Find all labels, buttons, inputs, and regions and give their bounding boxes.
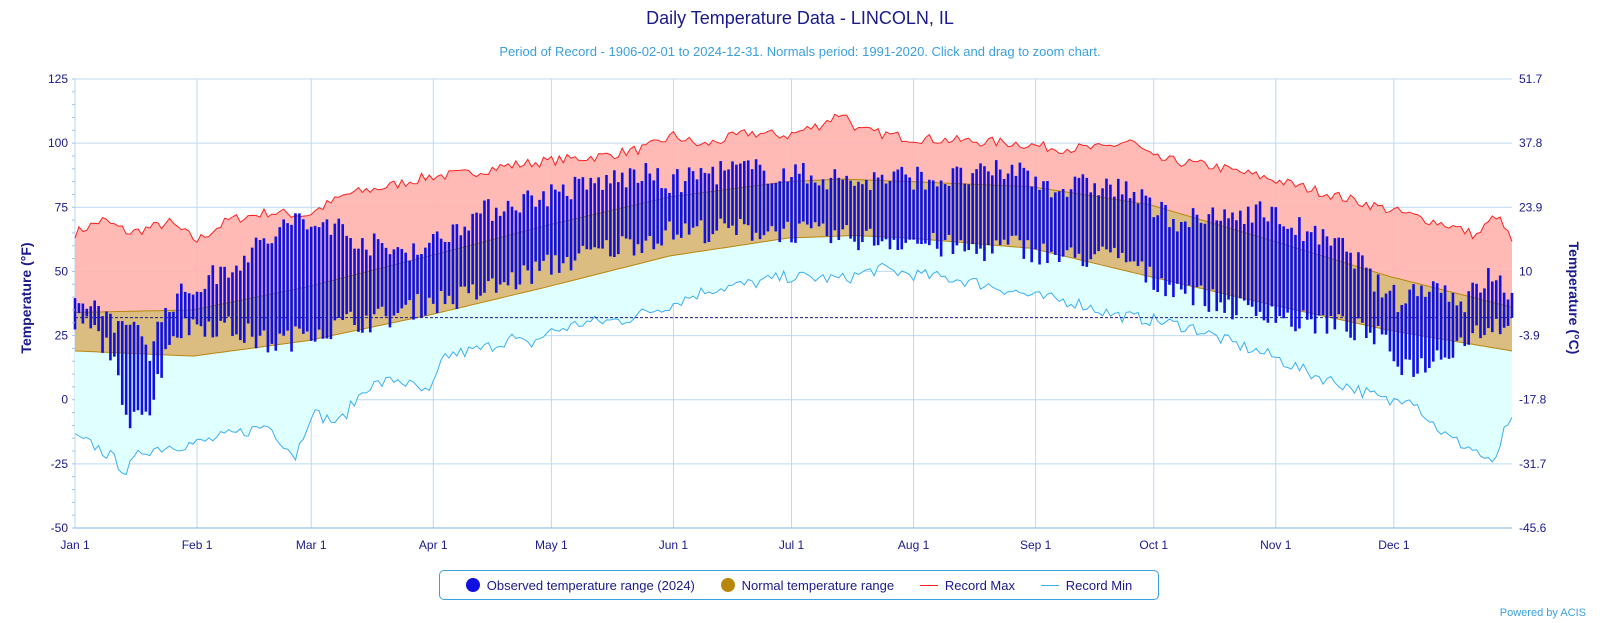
y2-tick-label: 37.8 — [1519, 136, 1543, 150]
y2-axis-label: Temperature (°C) — [1566, 242, 1582, 355]
x-tick-label: Jun 1 — [659, 538, 689, 552]
observed-range-series — [73, 159, 1514, 429]
legend-item-normal[interactable]: Normal temperature range — [720, 577, 895, 593]
y2-tick-label: 51.7 — [1519, 72, 1543, 86]
y-tick-label: 25 — [55, 329, 69, 343]
x-tick-label: Jul 1 — [779, 538, 805, 552]
legend-label-record-min: Record Min — [1065, 577, 1133, 593]
axes: -50 -45.6 -25 -31.7 0 -17.8 25 -3.9 50 10 75 23.9 10… — [48, 72, 1547, 552]
record-max-line-icon — [919, 584, 938, 586]
y-tick-label: 100 — [48, 136, 68, 150]
y2-tick-label: -3.9 — [1519, 329, 1540, 343]
x-tick-label: Apr 1 — [419, 538, 448, 552]
chart-title: Daily Temperature Data - LINCOLN, IL — [646, 8, 954, 28]
y-tick-label: 0 — [61, 393, 68, 407]
normal-dot-icon — [720, 578, 735, 592]
x-tick-label: Feb 1 — [182, 538, 213, 552]
record-min-line-icon — [1040, 584, 1059, 586]
x-tick-label: Nov 1 — [1260, 538, 1292, 552]
x-tick-label: Oct 1 — [1139, 538, 1168, 552]
legend-item-record-max[interactable]: Record Max — [919, 577, 1015, 593]
record-max-line — [74, 113, 1513, 244]
y-axis-label: Temperature (°F) — [18, 242, 34, 353]
x-tick-label: Jan 1 — [60, 538, 90, 552]
legend: Observed temperature range (2024) Normal… — [439, 570, 1159, 600]
y-tick-label: -25 — [51, 457, 69, 471]
y-tick-label: 125 — [48, 72, 68, 86]
record-max-series — [74, 113, 1513, 313]
y2-tick-label: -31.7 — [1519, 457, 1547, 471]
y-tick-label: -50 — [51, 521, 69, 535]
observed-dot-icon — [465, 578, 480, 592]
chart-subtitle: Period of Record - 1906-02-01 to 2024-12… — [499, 44, 1101, 59]
x-tick-label: Aug 1 — [898, 538, 930, 552]
y2-tick-label: 10 — [1519, 264, 1533, 278]
y-tick-label: 50 — [55, 264, 69, 278]
temperature-chart[interactable]: -50 -45.6 -25 -31.7 0 -17.8 25 -3.9 50 10 75 23.9 10… — [0, 0, 1600, 560]
y2-tick-label: -17.8 — [1519, 393, 1547, 407]
record-min-line — [74, 262, 1513, 476]
record-min-area — [75, 235, 1512, 475]
y2-tick-label: -45.6 — [1519, 521, 1547, 535]
powered-by-link[interactable]: Powered by ACIS — [1499, 607, 1586, 619]
y-tick-label: 75 — [55, 200, 69, 214]
record-min-series — [74, 235, 1513, 476]
legend-item-record-min[interactable]: Record Min — [1040, 577, 1133, 593]
x-tick-label: Mar 1 — [296, 538, 327, 552]
x-tick-label: May 1 — [535, 538, 568, 552]
record-max-area — [75, 114, 1512, 313]
legend-label-normal: Normal temperature range — [741, 577, 895, 593]
legend-label-observed: Observed temperature range (2024) — [486, 577, 695, 593]
legend-label-record-max: Record Max — [944, 577, 1015, 593]
legend-item-observed[interactable]: Observed temperature range (2024) — [465, 577, 695, 593]
x-tick-label: Sep 1 — [1020, 538, 1052, 552]
x-tick-label: Dec 1 — [1378, 538, 1410, 552]
y2-tick-label: 23.9 — [1519, 200, 1543, 214]
